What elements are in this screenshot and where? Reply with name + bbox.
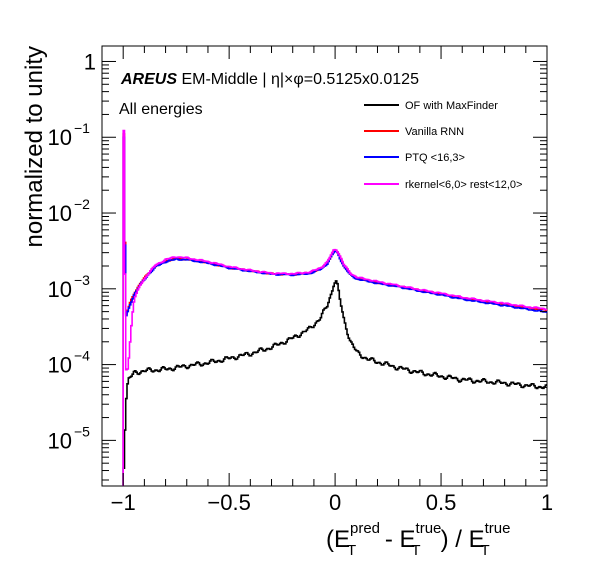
x-title-true-sup-2: true (485, 520, 511, 537)
annotation-title: AREUS EM-Middle | η|×φ=0.5125x0.0125 (120, 71, 419, 88)
annotation-brand: AREUS (120, 71, 177, 88)
series-line-2 (122, 136, 548, 486)
y-tick-base-2: 10 (48, 201, 72, 226)
y-tick-base-1: 10 (48, 125, 72, 150)
x-tick-label-2: 0 (329, 490, 341, 515)
x-title-t-sub-2: T (411, 542, 420, 559)
legend-label-ptq: PTQ <16,3> (405, 152, 465, 164)
y-tick-label-5: 10 (48, 428, 72, 453)
x-title-true-sup-1: true (416, 520, 442, 537)
x-tick-label-1: −0.5 (207, 490, 250, 515)
y-tick-base-4: 10 (48, 353, 72, 378)
y-tick-label-0: 1 (84, 49, 96, 74)
x-title-minus: - E (378, 526, 415, 553)
y-tick-base-3: 10 (48, 277, 72, 302)
x-title-open: (E (326, 526, 350, 553)
series-line-3 (122, 129, 547, 486)
x-title-t-sub-1: T (347, 542, 356, 559)
x-tick-label-0: −1 (111, 490, 136, 515)
y-axis-title: normalized to unity (21, 46, 48, 247)
y-tick-exp-3: −3 (74, 272, 90, 288)
x-tick-label-4: 1 (541, 490, 553, 515)
x-title-pred-sup: pred (350, 520, 380, 537)
y-tick-exp-1: −1 (74, 120, 90, 136)
annotation-energies: All energies (119, 101, 203, 118)
annotation-region: EM-Middle | η|×φ=0.5125x0.0125 (177, 71, 419, 88)
y-tick-exp-2: −2 (74, 196, 90, 212)
legend: OF with MaxFinder Vanilla RNN PTQ <16,3>… (364, 100, 522, 191)
y-tick-label-3: 10 (48, 277, 72, 302)
y-tick-label-2: 10 (48, 201, 72, 226)
series-line-0 (122, 280, 548, 486)
y-tick-base-0: 1 (84, 49, 96, 74)
y-tick-base-5: 10 (48, 428, 72, 453)
x-title-t-sub-3: T (480, 542, 489, 559)
legend-entry-vanilla-rnn: Vanilla RNN (364, 126, 464, 138)
series-layer (122, 129, 548, 486)
y-tick-exp-5: −5 (74, 423, 90, 439)
legend-entry-rkernel: rkernel<6,0> rest<12,0> (364, 179, 522, 191)
y-tick-label-1: 10 (48, 125, 72, 150)
legend-entry-ptq: PTQ <16,3> (364, 152, 465, 164)
y-tick-label-4: 10 (48, 353, 72, 378)
x-axis-title: (Epred T - Etrue T) / Etrue T (326, 520, 510, 559)
legend-label-of-maxfinder: OF with MaxFinder (405, 100, 498, 112)
x-title-close-div: ) / E (441, 526, 485, 553)
legend-label-rkernel: rkernel<6,0> rest<12,0> (405, 179, 522, 191)
x-tick-label-3: 0.5 (426, 490, 457, 515)
legend-entry-of-maxfinder: OF with MaxFinder (364, 100, 498, 112)
y-tick-exp-4: −4 (74, 348, 90, 364)
legend-label-vanilla-rnn: Vanilla RNN (405, 126, 464, 138)
